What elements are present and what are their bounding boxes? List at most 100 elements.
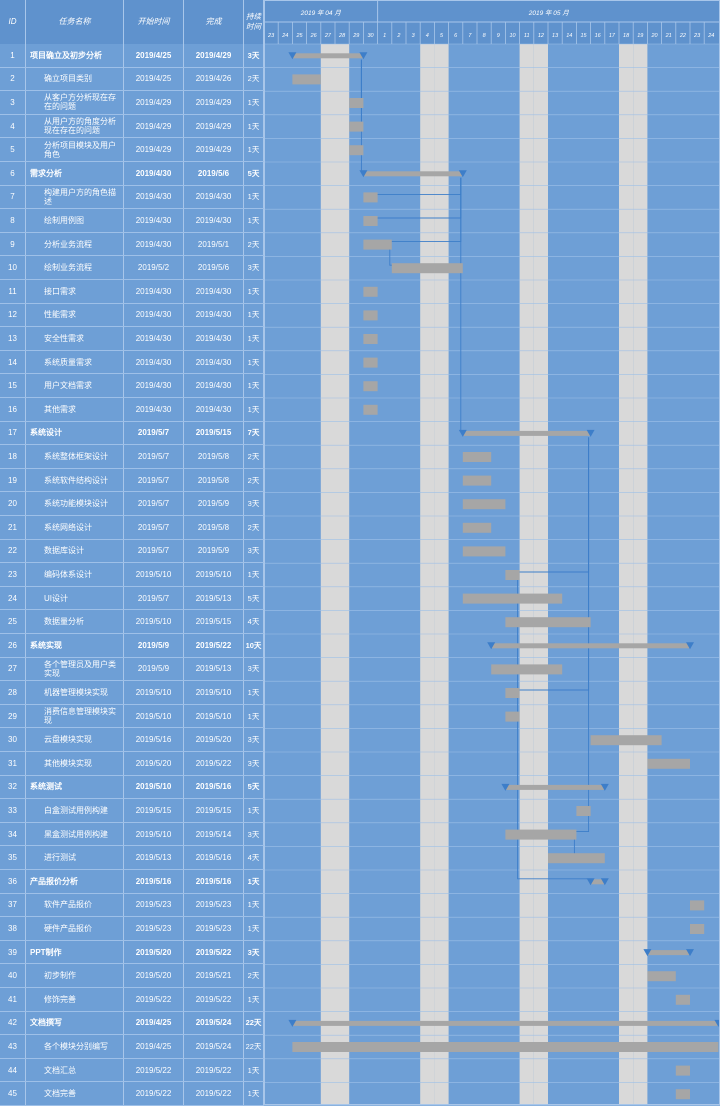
task-duration: 1天 (244, 209, 264, 232)
task-end: 2019/4/30 (184, 209, 244, 232)
task-duration: 1天 (244, 114, 264, 138)
table-row[interactable]: 19 系统软件结构设计 2019/5/7 2019/5/8 2天 (0, 468, 264, 493)
task-end: 2019/4/30 (184, 185, 244, 209)
table-row[interactable]: 34 黑盒测试用例构建 2019/5/10 2019/5/14 3天 (0, 822, 264, 847)
task-duration: 5天 (244, 586, 264, 610)
table-row[interactable]: 37 软件产品报价 2019/5/23 2019/5/23 1天 (0, 893, 264, 918)
task-end: 2019/5/10 (184, 704, 244, 728)
table-row[interactable]: 26 系统实现 2019/5/9 2019/5/22 10天 (0, 634, 264, 658)
table-row[interactable]: 20 系统功能模块设计 2019/5/7 2019/5/9 3天 (0, 492, 264, 516)
day-label: 16 (595, 33, 602, 39)
table-row[interactable]: 29 消费信息管理模块实现 2019/5/10 2019/5/10 1天 (0, 704, 264, 729)
table-row[interactable]: 24 UI设计 2019/5/7 2019/5/13 5天 (0, 586, 264, 611)
table-row[interactable]: 44 文档汇总 2019/5/22 2019/5/22 1天 (0, 1058, 264, 1083)
summary-end-marker (686, 642, 694, 650)
task-start: 2019/4/29 (124, 114, 184, 138)
task-duration: 1天 (244, 398, 264, 421)
table-row[interactable]: 32 系统测试 2019/5/10 2019/5/16 5天 (0, 775, 264, 800)
task-start: 2019/4/25 (124, 44, 184, 67)
task-name: 系统网络设计 (26, 516, 124, 539)
table-row[interactable]: 5 分析项目模块及用户角色 2019/4/29 2019/4/29 1天 (0, 138, 264, 162)
task-id: 27 (0, 657, 26, 681)
summary-start-marker (487, 642, 496, 650)
task-name: 黑盒测试用例构建 (26, 822, 124, 846)
table-row[interactable]: 12 性能需求 2019/4/30 2019/4/30 1天 (0, 303, 264, 328)
table-row[interactable]: 43 各个模块分别编写 2019/4/25 2019/5/24 22天 (0, 1035, 264, 1059)
task-duration: 1天 (244, 91, 264, 114)
summary-bar (647, 950, 690, 956)
table-row[interactable]: 42 文档撰写 2019/4/25 2019/5/24 22天 (0, 1011, 264, 1036)
table-row[interactable]: 1 项目确立及初步分析 2019/4/25 2019/4/29 3天 (0, 44, 264, 68)
task-duration: 5天 (244, 162, 264, 185)
table-row[interactable]: 40 初步制作 2019/5/20 2019/5/21 2天 (0, 964, 264, 988)
table-row[interactable]: 2 确立项目类别 2019/4/25 2019/4/26 2天 (0, 67, 264, 92)
task-bar (505, 617, 591, 628)
task-id: 14 (0, 350, 26, 374)
table-row[interactable]: 13 安全性需求 2019/4/30 2019/4/30 1天 (0, 327, 264, 351)
table-row[interactable]: 16 其他需求 2019/4/30 2019/4/30 1天 (0, 398, 264, 422)
day-label: 1 (383, 33, 386, 39)
table-row[interactable]: 45 文档完善 2019/5/22 2019/5/22 1天 (0, 1082, 264, 1106)
task-start: 2019/4/30 (124, 209, 184, 232)
table-row[interactable]: 36 产品报价分析 2019/5/16 2019/5/16 1天 (0, 870, 264, 894)
task-end: 2019/4/30 (184, 303, 244, 327)
task-name: 修饰完善 (26, 988, 124, 1011)
task-bar (675, 1065, 690, 1076)
task-duration: 4天 (244, 846, 264, 869)
task-id: 41 (0, 988, 26, 1011)
task-id: 45 (0, 1082, 26, 1105)
task-id: 33 (0, 799, 26, 822)
day-label: 28 (338, 33, 346, 39)
day-label: 15 (580, 33, 587, 39)
table-row[interactable]: 22 数据库设计 2019/5/7 2019/5/9 3天 (0, 539, 264, 564)
table-row[interactable]: 33 白盒测试用例构建 2019/5/15 2019/5/15 1天 (0, 799, 264, 823)
task-start: 2019/5/7 (124, 586, 184, 610)
table-row[interactable]: 31 其他模块实现 2019/5/20 2019/5/22 3天 (0, 752, 264, 776)
table-row[interactable]: 14 系统质量需求 2019/4/30 2019/4/30 1天 (0, 350, 264, 375)
table-row[interactable]: 6 需求分析 2019/4/30 2019/5/6 5天 (0, 162, 264, 186)
task-id: 22 (0, 539, 26, 563)
table-row[interactable]: 28 机器管理模块实现 2019/5/10 2019/5/10 1天 (0, 681, 264, 705)
table-row[interactable]: 21 系统网络设计 2019/5/7 2019/5/8 2天 (0, 516, 264, 540)
table-row[interactable]: 10 绘制业务流程 2019/5/2 2019/5/6 3天 (0, 256, 264, 280)
task-duration: 2天 (244, 67, 264, 91)
task-duration: 1天 (244, 563, 264, 586)
table-row[interactable]: 15 用户文档需求 2019/4/30 2019/4/30 1天 (0, 374, 264, 398)
summary-bar (363, 171, 463, 177)
task-end: 2019/5/16 (184, 846, 244, 869)
task-id: 44 (0, 1058, 26, 1082)
table-row[interactable]: 3 从客户方分析现在存在的问题 2019/4/29 2019/4/29 1天 (0, 91, 264, 115)
task-start: 2019/4/30 (124, 280, 184, 303)
task-duration: 22天 (244, 1035, 264, 1058)
table-row[interactable]: 25 数据量分析 2019/5/10 2019/5/15 4天 (0, 610, 264, 634)
day-label: 29 (352, 33, 359, 39)
task-start: 2019/5/23 (124, 893, 184, 917)
task-id: 10 (0, 256, 26, 279)
task-name: 进行测试 (26, 846, 124, 869)
table-row[interactable]: 39 PPT制作 2019/5/20 2019/5/22 3天 (0, 940, 264, 965)
table-row[interactable]: 4 从用户方的角度分析现在存在的问题 2019/4/29 2019/4/29 1天 (0, 114, 264, 139)
table-row[interactable]: 18 系统整体框架设计 2019/5/7 2019/5/8 2天 (0, 445, 264, 469)
table-row[interactable]: 38 硬件产品报价 2019/5/23 2019/5/23 1天 (0, 917, 264, 941)
task-bar (462, 546, 506, 557)
table-row[interactable]: 35 进行测试 2019/5/13 2019/5/16 4天 (0, 846, 264, 870)
day-label: 30 (367, 33, 374, 39)
table-row[interactable]: 7 构建用户方的角色描述 2019/4/30 2019/4/30 1天 (0, 185, 264, 210)
table-row[interactable]: 27 各个管理员及用户类实现 2019/5/9 2019/5/13 3天 (0, 657, 264, 682)
table-row[interactable]: 30 云盘模块实现 2019/5/16 2019/5/20 3天 (0, 728, 264, 752)
task-bar (462, 452, 492, 462)
task-bar (675, 1089, 690, 1100)
task-id: 19 (0, 468, 26, 492)
table-row[interactable]: 17 系统设计 2019/5/7 2019/5/15 7天 (0, 421, 264, 446)
day-label: 3 (412, 33, 416, 39)
table-row[interactable]: 11 接口需求 2019/4/30 2019/4/30 1天 (0, 280, 264, 304)
task-name: 系统质量需求 (26, 350, 124, 374)
task-id: 4 (0, 114, 26, 138)
task-bar (505, 829, 577, 840)
task-duration: 3天 (244, 256, 264, 279)
day-label: 24 (281, 33, 288, 39)
table-row[interactable]: 41 修饰完善 2019/5/22 2019/5/22 1天 (0, 988, 264, 1012)
table-row[interactable]: 23 编码体系设计 2019/5/10 2019/5/10 1天 (0, 563, 264, 587)
table-row[interactable]: 9 分析业务流程 2019/4/30 2019/5/1 2天 (0, 232, 264, 257)
table-row[interactable]: 8 绘制用例图 2019/4/30 2019/4/30 1天 (0, 209, 264, 233)
